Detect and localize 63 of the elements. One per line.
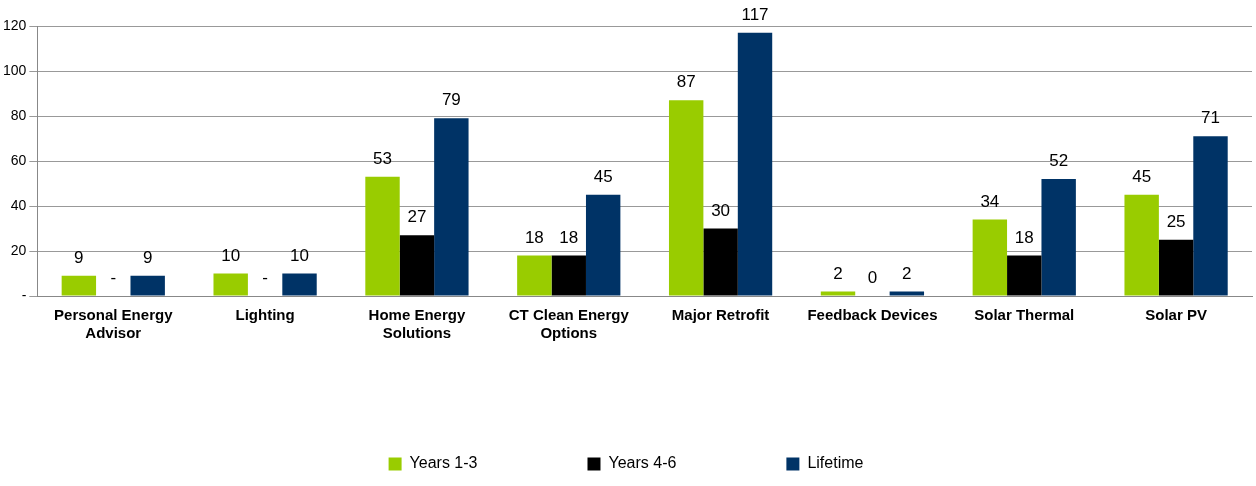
x-tick-label: Personal Energy Advisor [54,306,174,342]
x-tick-label: CT Clean Energy Options [508,306,630,342]
data-label: 0 [867,268,878,288]
data-label: 25 [1166,211,1186,231]
y-tick-label: - [21,286,27,303]
bar [889,291,925,296]
data-label: 52 [1049,151,1069,171]
x-tick-label: Feedback Devices [807,306,938,324]
data-label: - [262,268,268,288]
data-label: 10 [221,245,241,265]
bar [703,228,738,296]
data-label: 2 [833,263,843,283]
data-label: 34 [980,191,1000,211]
data-label: 71 [1201,108,1220,128]
bar [517,255,552,296]
data-label: 117 [741,4,769,24]
data-label: 18 [559,227,579,247]
data-label: 45 [1132,166,1152,186]
x-tick-label: Home Energy Solutions [368,306,466,342]
bar [130,275,165,296]
y-tick-label: 100 [3,61,27,78]
bar [551,255,586,296]
legend-label: Years 4-6 [608,454,677,472]
data-label: - [110,268,117,288]
bar [972,219,1008,296]
data-label: 87 [676,72,696,92]
data-label: 45 [593,166,613,186]
x-tick-label: Major Retrofit [671,306,770,324]
y-tick-label: 120 [3,16,27,33]
bar [737,32,773,296]
bar [668,100,704,296]
x-tick-label: Solar Thermal [974,306,1075,324]
data-label: 18 [1014,227,1034,247]
legend-label: Years 1-3 [409,454,478,472]
bar [213,273,248,296]
data-label: 18 [524,227,544,247]
data-label: 2 [902,263,912,283]
y-tick-label: 80 [10,106,27,123]
data-label: 27 [407,207,427,227]
data-label: 79 [441,90,461,110]
data-label: 10 [290,245,309,265]
bar [1193,136,1228,296]
data-label: 53 [373,148,392,168]
bar [820,291,856,296]
data-label: 9 [142,247,153,267]
x-tick-label: Solar PV [1145,306,1207,324]
bar [1007,255,1042,296]
bar [61,275,97,296]
bar [282,273,317,296]
bar [585,194,621,296]
data-label: 9 [74,247,84,267]
x-tick-label: Lighting [235,306,295,324]
legend-label: Lifetime [807,454,864,472]
y-tick-label: 40 [10,196,27,213]
bar [434,118,469,296]
bar [1158,239,1194,296]
data-label: 30 [711,200,731,220]
y-tick-label: 60 [10,151,27,168]
y-tick-label: 20 [10,241,27,258]
bar [365,176,400,296]
bar [1041,179,1076,296]
bar [1124,194,1159,296]
bar [399,235,435,296]
